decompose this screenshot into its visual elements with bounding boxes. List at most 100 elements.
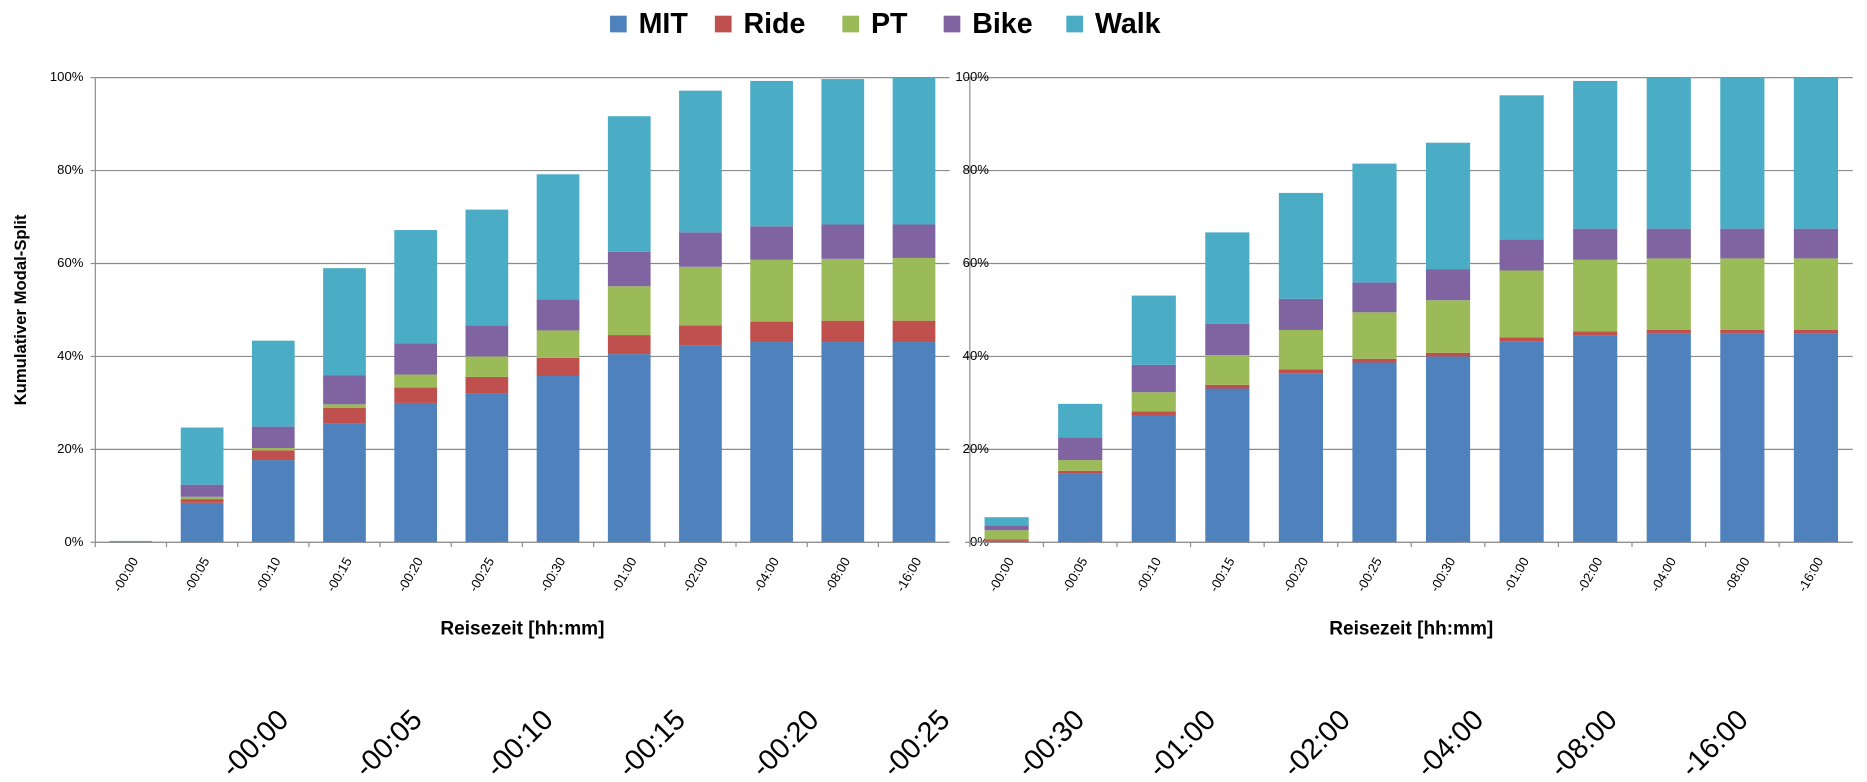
bar-segment: [1131, 364, 1176, 393]
bar-segment: [984, 530, 1029, 540]
y-tick-label: 60%: [57, 255, 84, 270]
x-tick-label: -00:10: [252, 555, 284, 595]
bar-segment: [465, 209, 509, 326]
bar-segment: [821, 258, 865, 321]
footer-label: -00:00: [215, 704, 295, 782]
bar-segment: [1646, 329, 1691, 334]
bar-segment: [251, 460, 295, 543]
bar-segment: [180, 496, 224, 500]
bar-segment: [1205, 355, 1250, 385]
bar-segment: [394, 343, 438, 375]
bar-segment: [323, 375, 366, 405]
y-tick-label: 0%: [970, 534, 989, 549]
footer-label: -16:00: [1675, 704, 1755, 782]
bar-segment: [180, 484, 224, 497]
bar-segment: [984, 525, 1029, 531]
legend-swatch: [1066, 15, 1084, 33]
bar-segment: [679, 325, 722, 346]
bar-segment: [465, 393, 509, 543]
bar-segment: [1720, 258, 1765, 330]
bar-segment: [394, 387, 438, 403]
bar-segment: [394, 402, 438, 543]
bar-segment: [1573, 331, 1618, 336]
bar-segment: [323, 404, 366, 409]
y-tick-label: 40%: [57, 348, 84, 363]
bar-segment: [1131, 414, 1176, 543]
bar-segment: [1573, 80, 1618, 229]
bar-segment: [536, 330, 580, 358]
bar-segment: [251, 450, 295, 461]
bar-segment: [1352, 362, 1397, 543]
bar-segment: [1278, 369, 1323, 374]
bar-segment: [1573, 259, 1618, 332]
bar-segment: [1205, 323, 1250, 356]
bar-segment: [1205, 388, 1250, 543]
bar-segment: [251, 426, 295, 448]
legend-label: Bike: [972, 8, 1032, 40]
legend-label: Ride: [743, 8, 805, 40]
bar-segment: [1646, 77, 1691, 229]
y-tick-label: 20%: [57, 441, 84, 456]
x-tick-label: -00:05: [1059, 555, 1091, 595]
bar-segment: [109, 540, 153, 543]
footer-label: -00:10: [480, 704, 560, 782]
bar-segment: [1646, 258, 1691, 330]
bar-segment: [1793, 258, 1838, 330]
bar-segment: [1058, 437, 1103, 461]
bar-segment: [394, 230, 438, 344]
bar-segment: [1499, 337, 1544, 342]
bar-segment: [607, 251, 651, 287]
bar-segment: [892, 257, 936, 321]
legend-swatch: [943, 15, 961, 33]
y-tick-label: 60%: [963, 255, 990, 270]
bar-segment: [679, 266, 722, 326]
bar-segment: [1352, 163, 1397, 283]
legend-label: PT: [871, 8, 908, 40]
bar-segment: [750, 342, 793, 543]
legend-swatch: [842, 15, 860, 33]
x-tick-label: -00:10: [1133, 555, 1165, 595]
bar-segment: [1058, 460, 1103, 471]
x-tick-label: -08:00: [822, 555, 854, 595]
bar-segment: [984, 540, 1029, 543]
bar-segment: [1425, 356, 1471, 543]
bar-segment: [1793, 228, 1838, 259]
bar-segment: [1573, 228, 1618, 260]
bar-segment: [1793, 333, 1838, 543]
y-tick-label: 100%: [955, 69, 989, 84]
bar-segment: [1058, 473, 1103, 543]
bar-segment: [1131, 392, 1176, 412]
bar-segment: [536, 375, 580, 543]
bar-segment: [821, 79, 865, 225]
bar-segment: [465, 325, 509, 357]
bar-segment: [1720, 228, 1765, 259]
bar-segment: [750, 80, 793, 227]
bar-segment: [323, 408, 366, 424]
bar-segment: [1793, 329, 1838, 334]
bar-segment: [750, 321, 793, 343]
footer-label: -08:00: [1544, 704, 1624, 782]
bar-segment: [323, 423, 366, 543]
bar-segment: [607, 116, 651, 252]
bar-segment: [1278, 192, 1323, 299]
x-tick-label: -01:00: [1500, 555, 1532, 595]
bar-segment: [821, 320, 865, 343]
bar-segment: [984, 517, 1029, 526]
bar-segment: [1646, 228, 1691, 259]
x-tick-label: -16:00: [1795, 555, 1827, 595]
bar-segment: [1720, 329, 1765, 334]
bar-segment: [536, 174, 580, 300]
legend-label: Walk: [1095, 8, 1161, 40]
bar-segment: [1352, 282, 1397, 313]
bar-segment: [1499, 95, 1544, 240]
y-tick-label: 40%: [963, 348, 990, 363]
bar-segment: [180, 427, 224, 485]
bar-segment: [892, 224, 936, 258]
bar-segment: [1131, 295, 1176, 365]
bar-segment: [1425, 269, 1471, 301]
footer-label: -00:20: [745, 704, 825, 782]
bar-segment: [1352, 312, 1397, 359]
x-tick-label: -00:20: [1280, 555, 1312, 595]
bar-segment: [180, 502, 224, 543]
x-tick-label: -00:30: [537, 555, 569, 595]
